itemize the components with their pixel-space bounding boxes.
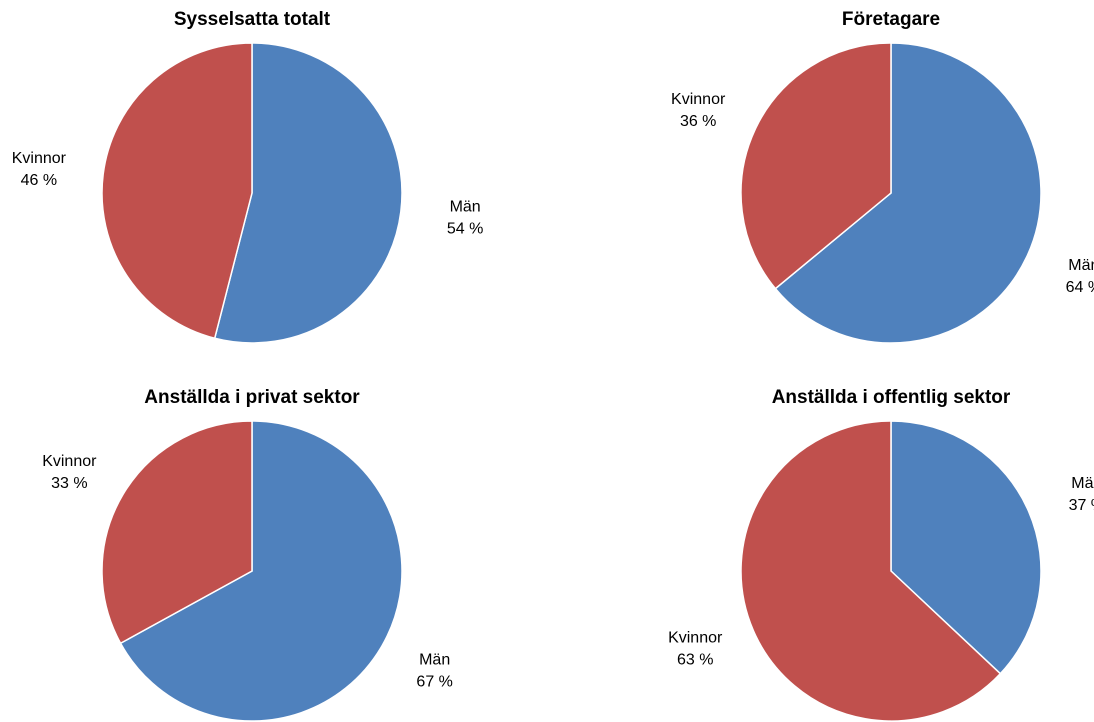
slice-value: 63 % xyxy=(677,652,713,669)
slice-value: 54 % xyxy=(447,221,483,238)
slice-label: Kvinnor xyxy=(671,91,726,108)
pie-slice xyxy=(740,420,1002,722)
slice-label: Män xyxy=(1071,475,1094,492)
pie-slice xyxy=(119,420,403,722)
slice-label: Kvinnor xyxy=(42,453,97,470)
slice-value: 67 % xyxy=(416,673,452,690)
pie-slice xyxy=(101,420,253,645)
slice-value: 46 % xyxy=(21,172,57,189)
slice-label: Kvinnor xyxy=(12,150,67,167)
pie-slice xyxy=(774,42,1042,344)
slice-label: Män xyxy=(450,199,481,216)
slice-value: 36 % xyxy=(680,113,716,130)
chart-title: Anställda i offentlig sektor xyxy=(772,387,1011,408)
slice-label: Män xyxy=(419,651,450,668)
pie-slice xyxy=(213,42,403,344)
chart-title: Sysselsatta totalt xyxy=(174,9,331,30)
slice-value: 37 % xyxy=(1069,497,1094,514)
chart-title: Anställda i privat sektor xyxy=(144,387,360,408)
pie-slice xyxy=(890,420,1042,675)
slice-label: Kvinnor xyxy=(668,630,723,647)
chart-title: Företagare xyxy=(842,9,940,30)
slice-label: Män xyxy=(1068,257,1094,274)
pie-slice xyxy=(101,42,253,340)
slice-value: 64 % xyxy=(1066,279,1094,296)
slice-value: 33 % xyxy=(51,475,87,492)
pie-slice xyxy=(740,42,892,290)
